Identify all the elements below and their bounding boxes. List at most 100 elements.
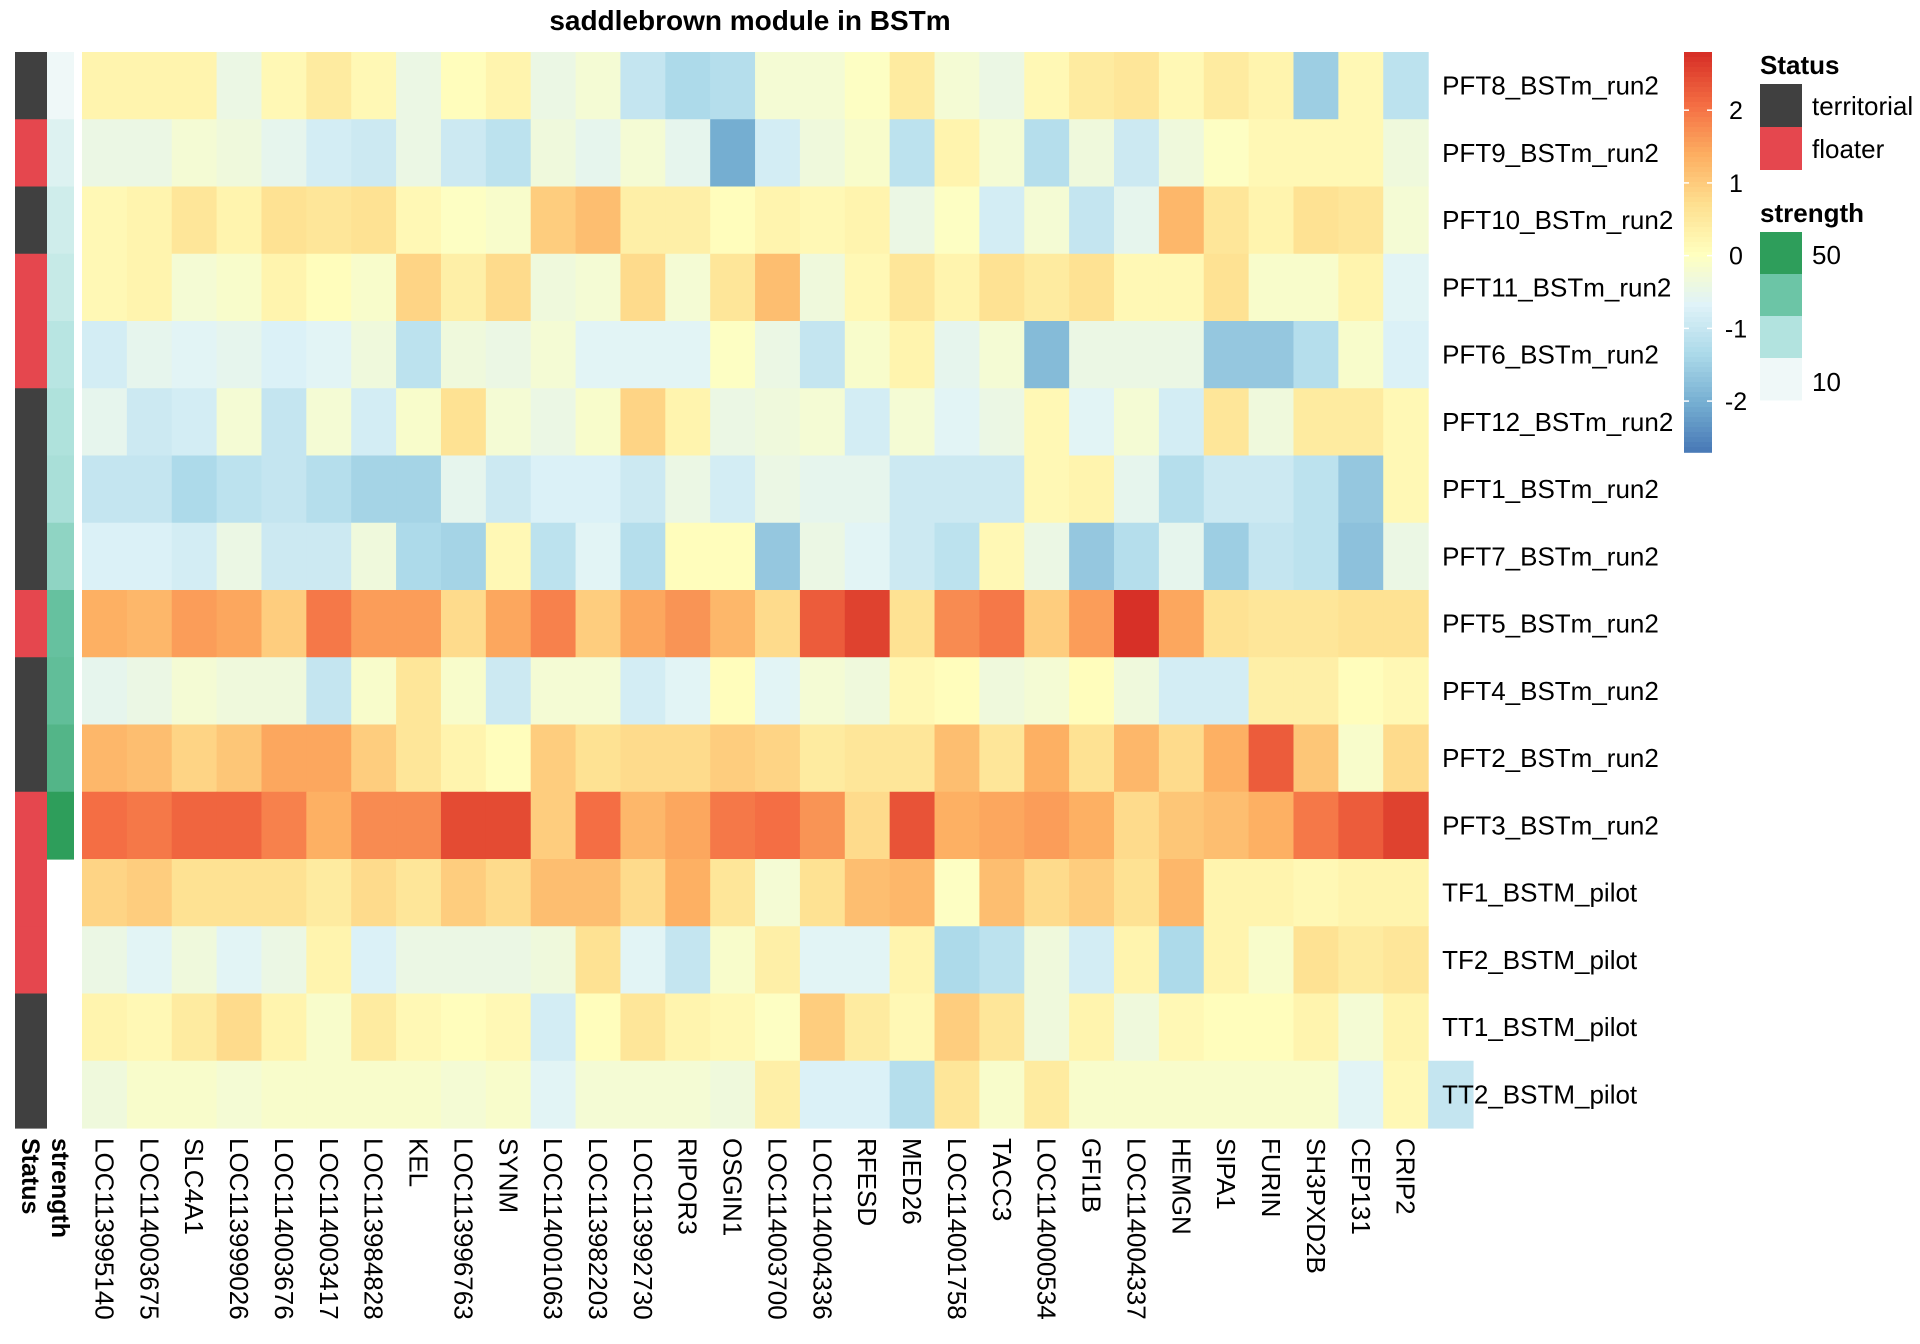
heatmap-cell xyxy=(934,926,980,995)
heatmap-cell xyxy=(261,1060,307,1129)
heatmap-cell xyxy=(261,388,307,457)
heatmap-cell xyxy=(216,657,263,726)
heatmap-cell xyxy=(261,724,307,793)
heatmap-cell xyxy=(1203,455,1250,524)
heatmap-cell xyxy=(440,993,487,1062)
heatmap-cell xyxy=(440,321,487,389)
colorbar-segment xyxy=(1684,277,1712,283)
heatmap-cell xyxy=(1338,522,1384,591)
heatmap-cell xyxy=(485,859,532,927)
heatmap-cell xyxy=(530,1060,577,1129)
heatmap-cell xyxy=(934,186,980,255)
status-annotation-cell xyxy=(15,186,47,255)
heatmap-cell xyxy=(1203,791,1250,860)
heatmap-cell xyxy=(1248,1060,1295,1129)
column-label: OSGIN1 xyxy=(718,1138,748,1236)
heatmap-cell xyxy=(844,657,891,726)
heatmap-cell xyxy=(306,657,352,726)
heatmap-cell xyxy=(171,657,218,726)
heatmap-cell xyxy=(261,993,307,1062)
heatmap-cell xyxy=(306,186,352,255)
column-label: SIPA1 xyxy=(1211,1138,1241,1210)
strength-annotation-cell xyxy=(47,186,74,255)
heatmap-cell xyxy=(710,859,756,927)
column-label: RIPOR3 xyxy=(673,1138,703,1235)
colorbar-tick-label: 2 xyxy=(1729,97,1743,125)
heatmap-cell xyxy=(889,657,936,726)
heatmap-cell xyxy=(485,993,532,1062)
heatmap-cell xyxy=(799,186,846,255)
heatmap-cell xyxy=(889,993,936,1062)
heatmap-cell xyxy=(126,993,173,1062)
heatmap-cell xyxy=(1114,926,1160,995)
heatmap-cell xyxy=(1338,926,1384,995)
heatmap-cell xyxy=(665,926,711,995)
heatmap-cell xyxy=(934,657,980,726)
heatmap-cell xyxy=(1248,657,1295,726)
colorbar-segment xyxy=(1684,307,1712,313)
heatmap-cell xyxy=(934,253,980,322)
legend-title-strength: strength xyxy=(1760,198,1864,228)
heatmap-cell xyxy=(1248,253,1295,322)
heatmap-cell xyxy=(396,186,442,255)
colorbar-segment xyxy=(1684,317,1712,323)
heatmap-cell xyxy=(1383,1060,1429,1129)
heatmap-cell xyxy=(755,724,801,793)
heatmap-cell xyxy=(351,1060,397,1129)
heatmap-cell xyxy=(1383,455,1429,524)
heatmap-cell xyxy=(1069,388,1115,457)
row-label: TF1_BSTM_pilot xyxy=(1442,878,1638,908)
heatmap-cell xyxy=(216,388,263,457)
colorbar-segment xyxy=(1684,197,1712,203)
heatmap-cell xyxy=(1114,388,1160,457)
heatmap-cell xyxy=(1114,724,1160,793)
heatmap-cell xyxy=(1069,590,1115,658)
heatmap-cell xyxy=(1114,590,1160,658)
heatmap-cell xyxy=(1248,926,1295,995)
heatmap-cell xyxy=(979,859,1025,927)
strength-annotation-cell xyxy=(47,52,74,120)
heatmap-cell xyxy=(440,119,487,188)
heatmap-cell xyxy=(889,455,936,524)
colorbar-tick-label: 0 xyxy=(1729,243,1743,271)
heatmap-cell xyxy=(575,119,622,188)
heatmap-cell xyxy=(889,253,936,322)
colorbar-segment xyxy=(1684,302,1712,308)
heatmap-cell xyxy=(934,590,980,658)
heatmap-cell xyxy=(530,119,577,188)
heatmap-cell xyxy=(1203,522,1250,591)
colorbar-segment xyxy=(1684,242,1712,248)
heatmap-cell xyxy=(530,791,577,860)
column-label: CRIP2 xyxy=(1391,1138,1421,1215)
heatmap-cell xyxy=(530,52,577,120)
heatmap-cell xyxy=(889,52,936,120)
column-label: LOC113982203 xyxy=(583,1138,613,1320)
heatmap-cell xyxy=(934,791,980,860)
heatmap-cell xyxy=(1248,119,1295,188)
heatmap-cell xyxy=(1158,388,1205,457)
heatmap-cell xyxy=(351,321,397,389)
heatmap-cell xyxy=(126,1060,173,1129)
colorbar-segment xyxy=(1684,227,1712,233)
heatmap-cell xyxy=(1203,859,1250,927)
heatmap-cell xyxy=(171,321,218,389)
heatmap-cell xyxy=(1338,321,1384,389)
status-annotation-cell xyxy=(15,724,47,793)
heatmap-cell xyxy=(396,119,442,188)
colorbar-segment xyxy=(1684,97,1712,103)
heatmap-cell xyxy=(1293,119,1339,188)
heatmap-cell xyxy=(710,657,756,726)
heatmap-cell xyxy=(171,388,218,457)
heatmap-cell xyxy=(440,657,487,726)
colorbar-segment xyxy=(1684,157,1712,163)
heatmap-cell xyxy=(1024,1060,1070,1129)
column-label: LOC114003675 xyxy=(134,1138,164,1320)
heatmap-cell xyxy=(710,590,756,658)
heatmap-cell xyxy=(530,724,577,793)
heatmap-cell xyxy=(1203,253,1250,322)
heatmap-cell xyxy=(261,859,307,927)
heatmap-cell xyxy=(261,657,307,726)
heatmap-cell xyxy=(1069,926,1115,995)
heatmap-cell xyxy=(799,119,846,188)
heatmap-cell xyxy=(934,1060,980,1129)
